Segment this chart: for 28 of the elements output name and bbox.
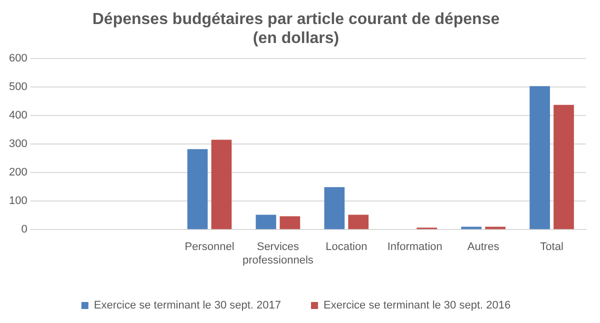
bar: [187, 149, 208, 230]
category-label: professionnels: [242, 254, 314, 266]
x-tick-label: Autres: [467, 241, 500, 254]
x-tick-label: Location: [326, 241, 368, 254]
bar: [554, 104, 574, 230]
y-tick-label: 500: [8, 80, 28, 93]
bar: [324, 187, 345, 230]
bar: [256, 214, 276, 230]
bar: [211, 140, 232, 230]
bar: [280, 216, 300, 230]
x-tick-label: Personnel: [184, 241, 234, 254]
text: (en dollars): [252, 30, 340, 48]
bar: [348, 214, 369, 230]
bar: [461, 226, 482, 230]
bar: [485, 226, 506, 230]
y-tick-label: 200: [8, 166, 28, 179]
y-tick-label: 0: [21, 224, 28, 236]
x-tick-label: Total: [540, 241, 564, 254]
category-label: Services: [256, 241, 300, 254]
y-tick-label: 300: [8, 138, 28, 150]
y-tick-label: 100: [8, 195, 28, 208]
y-tick-label: 400: [8, 110, 28, 122]
legend-label: Exercice se terminant le 30 sept. 2016: [324, 300, 511, 312]
y-tick-label: 600: [8, 52, 28, 64]
x-tick-label: Information: [387, 241, 442, 254]
bar: [530, 86, 550, 230]
text: Dépenses budgétaires par article courant de dépense: [92, 11, 500, 28]
legend-label: Exercice se terminant le 30 sept. 2017: [94, 300, 282, 312]
